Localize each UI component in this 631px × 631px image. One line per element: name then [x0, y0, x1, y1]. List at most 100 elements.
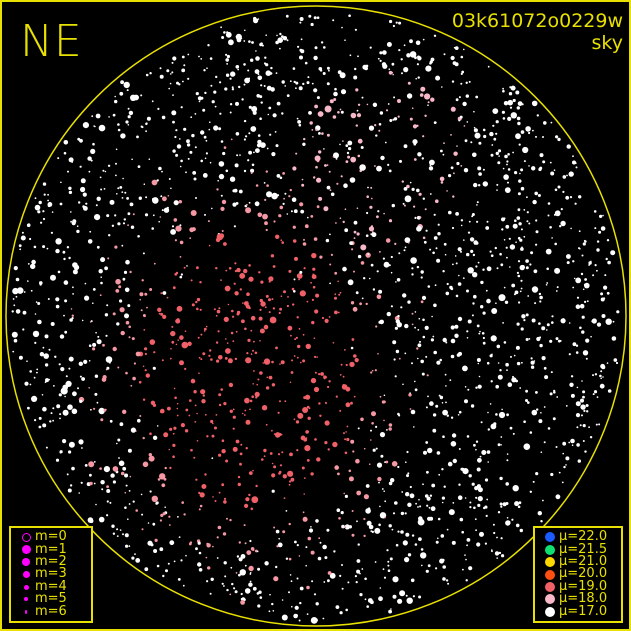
- star: [206, 67, 208, 69]
- star: [427, 101, 430, 104]
- star: [450, 55, 455, 61]
- star: [477, 384, 482, 389]
- star: [106, 514, 109, 517]
- star: [378, 123, 382, 126]
- star: [435, 199, 439, 203]
- star: [298, 555, 301, 557]
- star: [306, 405, 310, 409]
- star: [476, 324, 480, 328]
- star: [334, 293, 337, 296]
- star: [321, 316, 325, 320]
- star: [518, 301, 521, 304]
- star: [85, 202, 88, 205]
- star: [351, 338, 355, 341]
- star: [259, 298, 263, 303]
- star: [180, 159, 183, 163]
- star: [84, 282, 87, 285]
- star: [119, 307, 125, 313]
- star: [243, 268, 248, 274]
- star: [392, 118, 395, 121]
- star: [288, 195, 291, 198]
- star: [397, 530, 400, 533]
- star: [470, 141, 473, 144]
- star: [400, 511, 405, 516]
- star: [238, 189, 243, 194]
- star: [437, 232, 441, 236]
- star: [403, 144, 408, 149]
- star: [421, 157, 424, 160]
- star: [175, 129, 178, 132]
- star: [103, 466, 110, 473]
- star: [335, 158, 338, 160]
- star: [270, 254, 275, 258]
- star: [301, 178, 304, 181]
- star: [68, 450, 72, 454]
- star: [251, 41, 254, 44]
- star: [355, 458, 360, 464]
- star: [454, 324, 459, 329]
- star: [60, 387, 68, 395]
- star: [377, 476, 382, 482]
- star: [247, 69, 250, 72]
- star: [213, 308, 216, 311]
- star: [465, 81, 468, 85]
- star: [202, 173, 208, 178]
- star: [372, 102, 378, 108]
- star: [512, 485, 519, 492]
- star: [327, 448, 330, 451]
- star: [370, 371, 373, 374]
- star: [361, 568, 364, 570]
- star: [615, 361, 619, 365]
- star: [392, 576, 399, 583]
- star: [349, 54, 352, 57]
- star: [616, 310, 620, 314]
- star: [72, 391, 77, 397]
- star: [234, 590, 238, 594]
- star: [581, 414, 583, 417]
- star: [296, 356, 299, 359]
- star: [117, 438, 121, 442]
- star: [582, 396, 585, 399]
- star: [282, 202, 285, 205]
- star: [408, 393, 412, 397]
- star: [320, 372, 324, 376]
- star: [307, 216, 309, 219]
- star: [192, 171, 197, 175]
- star: [353, 354, 357, 358]
- star: [575, 401, 581, 407]
- star: [453, 151, 458, 156]
- star: [338, 293, 341, 296]
- star: [562, 441, 567, 446]
- star: [15, 290, 18, 293]
- star: [520, 287, 523, 290]
- star: [241, 98, 244, 101]
- star: [248, 77, 251, 80]
- star: [199, 492, 205, 498]
- star: [266, 191, 273, 198]
- star: [426, 374, 429, 377]
- star: [480, 305, 484, 309]
- star: [458, 274, 460, 277]
- star: [383, 261, 390, 268]
- star: [171, 340, 175, 344]
- star: [257, 378, 260, 381]
- star: [71, 161, 74, 163]
- star: [439, 176, 445, 182]
- star: [315, 128, 318, 131]
- star: [153, 351, 156, 354]
- star: [220, 279, 222, 281]
- star: [239, 154, 241, 156]
- color-swatch-icon: [545, 569, 555, 580]
- star: [477, 166, 482, 171]
- star: [444, 373, 447, 376]
- star: [305, 343, 311, 350]
- star: [108, 234, 111, 237]
- star: [383, 394, 386, 397]
- star: [425, 569, 429, 573]
- star: [34, 204, 41, 211]
- star: [252, 586, 257, 591]
- star: [446, 282, 449, 286]
- star: [549, 226, 552, 229]
- star: [481, 450, 487, 455]
- star: [305, 564, 308, 567]
